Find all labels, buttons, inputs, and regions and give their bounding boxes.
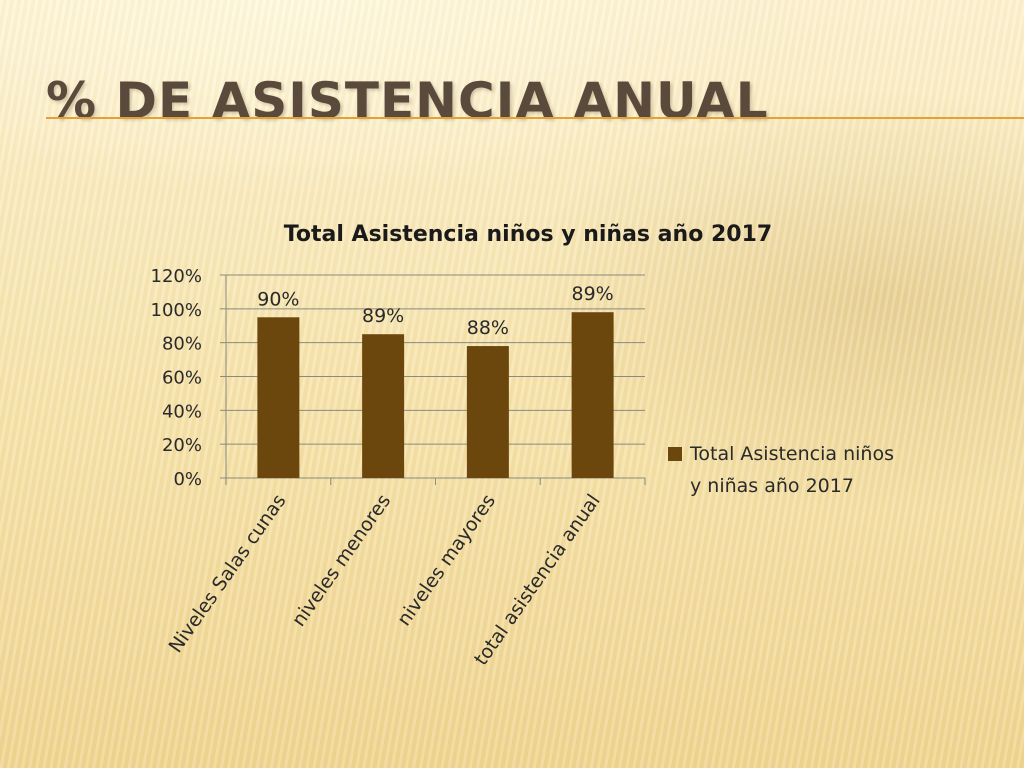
y-tick-label: 40% bbox=[162, 401, 202, 422]
bar bbox=[466, 346, 509, 478]
bar bbox=[571, 312, 614, 478]
x-tick-label: Niveles Salas cunas bbox=[165, 490, 291, 657]
bars bbox=[257, 312, 614, 478]
title-rule bbox=[46, 117, 1024, 119]
y-tick-label: 60% bbox=[162, 368, 202, 389]
y-axis-ticks: 0% 20% 40% 60% 80% 100% 120% bbox=[151, 266, 202, 490]
data-labels: 90% 89% 88% 89% bbox=[257, 283, 613, 339]
data-label: 89% bbox=[362, 305, 404, 327]
y-tick-label: 120% bbox=[151, 266, 202, 287]
y-tick-label: 100% bbox=[151, 300, 202, 321]
legend: Total Asistencia niños y niñas año 2017 bbox=[668, 443, 894, 497]
bar bbox=[257, 317, 300, 478]
x-tick-label: niveles menores bbox=[288, 490, 396, 630]
data-label: 89% bbox=[572, 283, 614, 305]
x-tick-label: total asistencia anual bbox=[470, 490, 605, 669]
y-tick-label: 80% bbox=[162, 334, 202, 355]
chart-title: Total Asistencia niños y niñas año 2017 bbox=[284, 222, 772, 247]
y-tick-label: 0% bbox=[173, 469, 202, 490]
data-label: 88% bbox=[467, 317, 509, 339]
y-tick-label: 20% bbox=[162, 435, 202, 456]
data-label: 90% bbox=[257, 288, 299, 310]
legend-label-line-2: y niñas año 2017 bbox=[690, 475, 854, 497]
bar bbox=[362, 334, 405, 478]
x-tick-label: niveles mayores bbox=[393, 490, 500, 630]
legend-label-line-1: Total Asistencia niños bbox=[689, 443, 894, 465]
legend-swatch bbox=[668, 447, 682, 461]
